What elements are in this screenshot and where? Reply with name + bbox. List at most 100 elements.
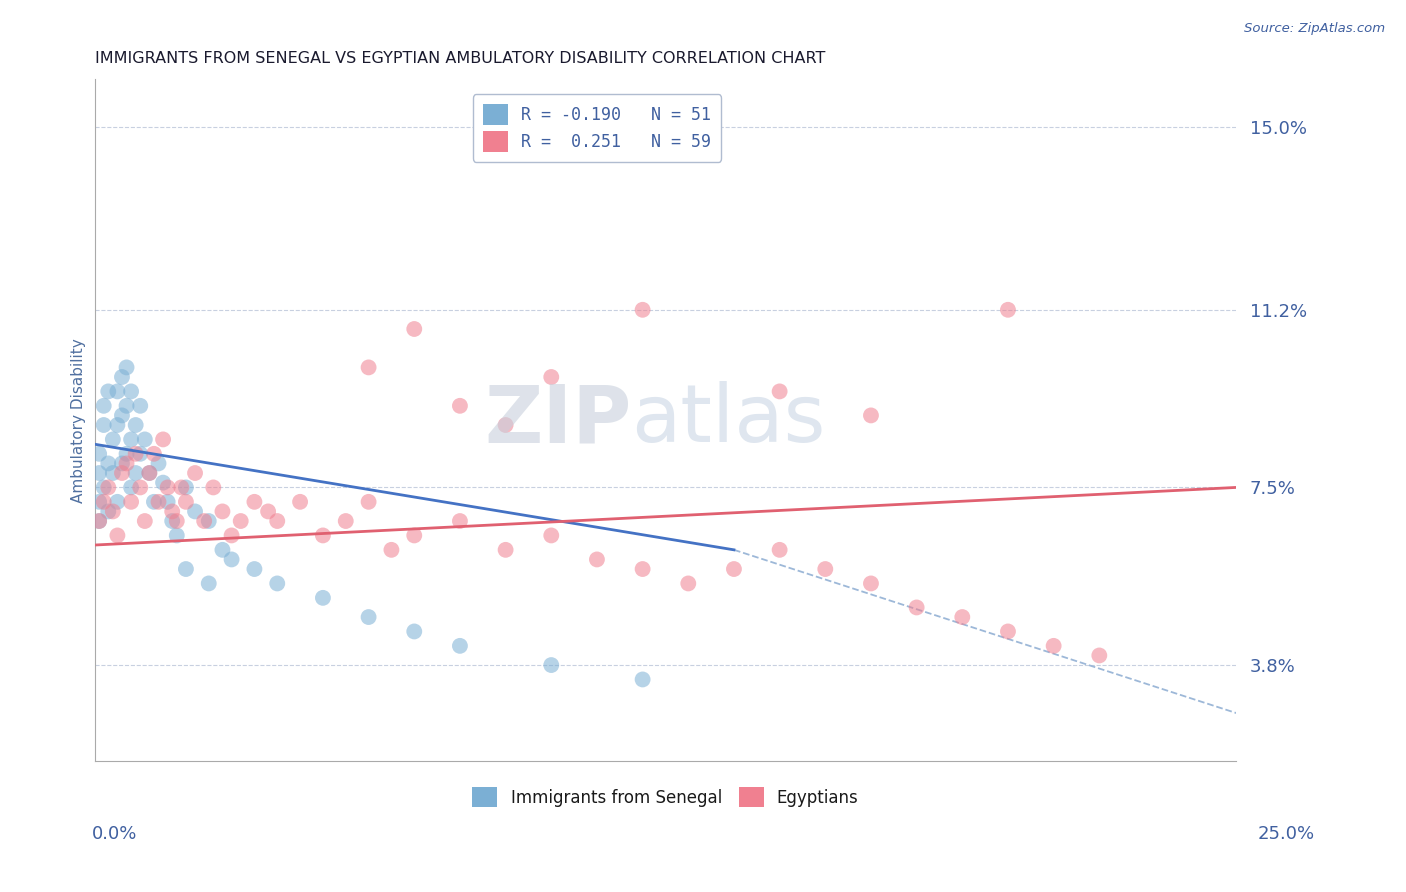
- Point: [160, 514, 183, 528]
- Point: [107, 417, 129, 432]
- Point: [357, 495, 380, 509]
- Point: [129, 480, 152, 494]
- Point: [586, 552, 609, 566]
- Point: [111, 457, 134, 471]
- Point: [174, 495, 197, 509]
- Point: [202, 480, 225, 494]
- Point: [129, 447, 152, 461]
- Point: [1042, 639, 1064, 653]
- Point: [197, 576, 219, 591]
- Point: [89, 514, 111, 528]
- Point: [184, 504, 207, 518]
- Point: [312, 591, 335, 605]
- Point: [142, 495, 165, 509]
- Point: [495, 542, 517, 557]
- Point: [134, 514, 156, 528]
- Point: [148, 495, 170, 509]
- Point: [138, 466, 160, 480]
- Point: [111, 370, 134, 384]
- Point: [115, 457, 138, 471]
- Point: [107, 528, 129, 542]
- Point: [111, 409, 134, 423]
- Point: [221, 552, 243, 566]
- Text: 0.0%: 0.0%: [91, 825, 136, 843]
- Point: [905, 600, 928, 615]
- Point: [723, 562, 745, 576]
- Point: [107, 384, 129, 399]
- Point: [193, 514, 215, 528]
- Point: [156, 480, 179, 494]
- Point: [229, 514, 252, 528]
- Point: [134, 433, 156, 447]
- Point: [243, 495, 266, 509]
- Text: 25.0%: 25.0%: [1257, 825, 1315, 843]
- Point: [211, 504, 233, 518]
- Point: [678, 576, 700, 591]
- Point: [160, 504, 183, 518]
- Point: [174, 480, 197, 494]
- Point: [124, 417, 146, 432]
- Point: [357, 360, 380, 375]
- Point: [404, 528, 426, 542]
- Point: [540, 658, 562, 673]
- Point: [859, 576, 882, 591]
- Point: [449, 639, 471, 653]
- Point: [266, 514, 288, 528]
- Point: [197, 514, 219, 528]
- Point: [97, 384, 120, 399]
- Text: Source: ZipAtlas.com: Source: ZipAtlas.com: [1244, 22, 1385, 36]
- Point: [115, 360, 138, 375]
- Point: [814, 562, 837, 576]
- Point: [138, 466, 160, 480]
- Point: [93, 417, 115, 432]
- Point: [540, 528, 562, 542]
- Point: [101, 433, 124, 447]
- Point: [495, 417, 517, 432]
- Point: [404, 624, 426, 639]
- Point: [266, 576, 288, 591]
- Text: IMMIGRANTS FROM SENEGAL VS EGYPTIAN AMBULATORY DISABILITY CORRELATION CHART: IMMIGRANTS FROM SENEGAL VS EGYPTIAN AMBU…: [94, 51, 825, 66]
- Legend: Immigrants from Senegal, Egyptians: Immigrants from Senegal, Egyptians: [465, 780, 865, 814]
- Point: [120, 480, 142, 494]
- Point: [101, 504, 124, 518]
- Point: [1088, 648, 1111, 663]
- Point: [115, 399, 138, 413]
- Point: [93, 399, 115, 413]
- Point: [152, 433, 174, 447]
- Point: [156, 495, 179, 509]
- Point: [184, 466, 207, 480]
- Point: [97, 457, 120, 471]
- Point: [120, 495, 142, 509]
- Point: [449, 514, 471, 528]
- Point: [631, 673, 654, 687]
- Point: [107, 495, 129, 509]
- Point: [89, 495, 111, 509]
- Point: [89, 447, 111, 461]
- Point: [166, 514, 188, 528]
- Point: [768, 384, 790, 399]
- Point: [357, 610, 380, 624]
- Point: [631, 562, 654, 576]
- Point: [288, 495, 311, 509]
- Point: [221, 528, 243, 542]
- Point: [631, 302, 654, 317]
- Point: [950, 610, 973, 624]
- Point: [97, 480, 120, 494]
- Point: [997, 302, 1019, 317]
- Point: [115, 447, 138, 461]
- Point: [120, 384, 142, 399]
- Point: [449, 399, 471, 413]
- Point: [768, 542, 790, 557]
- Point: [111, 466, 134, 480]
- Point: [166, 528, 188, 542]
- Point: [211, 542, 233, 557]
- Point: [120, 433, 142, 447]
- Text: atlas: atlas: [631, 381, 825, 459]
- Point: [380, 542, 402, 557]
- Point: [89, 466, 111, 480]
- Point: [404, 322, 426, 336]
- Point: [170, 480, 193, 494]
- Point: [148, 457, 170, 471]
- Point: [93, 480, 115, 494]
- Point: [335, 514, 357, 528]
